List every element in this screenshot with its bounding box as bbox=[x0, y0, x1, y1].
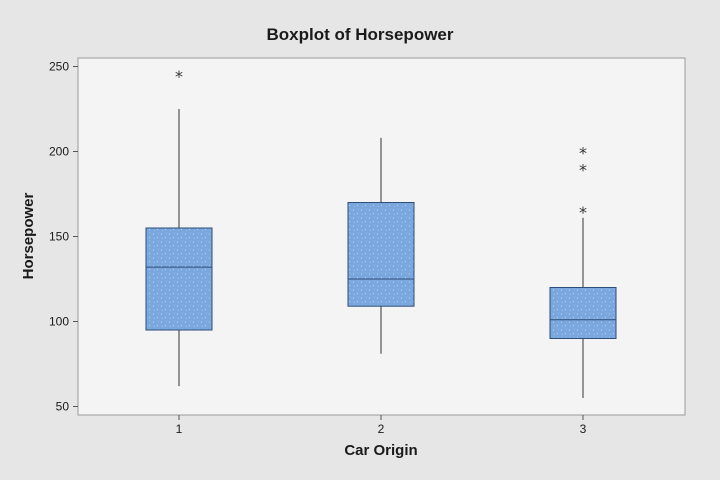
chart-title: Boxplot of Horsepower bbox=[266, 25, 453, 44]
outlier-point: * bbox=[579, 203, 587, 222]
box-group-2 bbox=[347, 137, 415, 354]
x-tick-label: 1 bbox=[176, 422, 183, 436]
y-tick-label: 50 bbox=[56, 400, 70, 414]
y-tick-label: 200 bbox=[49, 145, 69, 159]
x-tick-label: 2 bbox=[378, 422, 385, 436]
y-tick-label: 250 bbox=[49, 60, 69, 74]
outlier-point: * bbox=[579, 161, 587, 180]
x-tick-label: 3 bbox=[580, 422, 587, 436]
box bbox=[145, 227, 213, 331]
outlier-point: * bbox=[175, 67, 183, 86]
y-axis-label: Horsepower bbox=[20, 192, 37, 279]
box-group-1: * bbox=[145, 67, 213, 387]
box-group-3: *** bbox=[549, 144, 617, 398]
box bbox=[549, 287, 617, 339]
y-tick-label: 100 bbox=[49, 315, 69, 329]
box bbox=[347, 202, 415, 307]
outlier-point: * bbox=[579, 144, 587, 163]
y-tick-label: 150 bbox=[49, 230, 69, 244]
x-axis-label: Car Origin bbox=[344, 442, 417, 459]
